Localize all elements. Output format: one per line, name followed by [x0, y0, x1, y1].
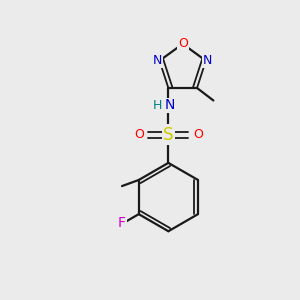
Text: O: O: [134, 128, 144, 141]
Text: N: N: [153, 54, 162, 67]
Text: N: N: [164, 98, 175, 112]
Text: S: S: [163, 126, 174, 144]
Text: F: F: [118, 216, 126, 230]
Text: H: H: [152, 99, 162, 112]
Text: N: N: [203, 54, 212, 67]
Text: O: O: [178, 38, 188, 50]
Text: O: O: [193, 128, 203, 141]
